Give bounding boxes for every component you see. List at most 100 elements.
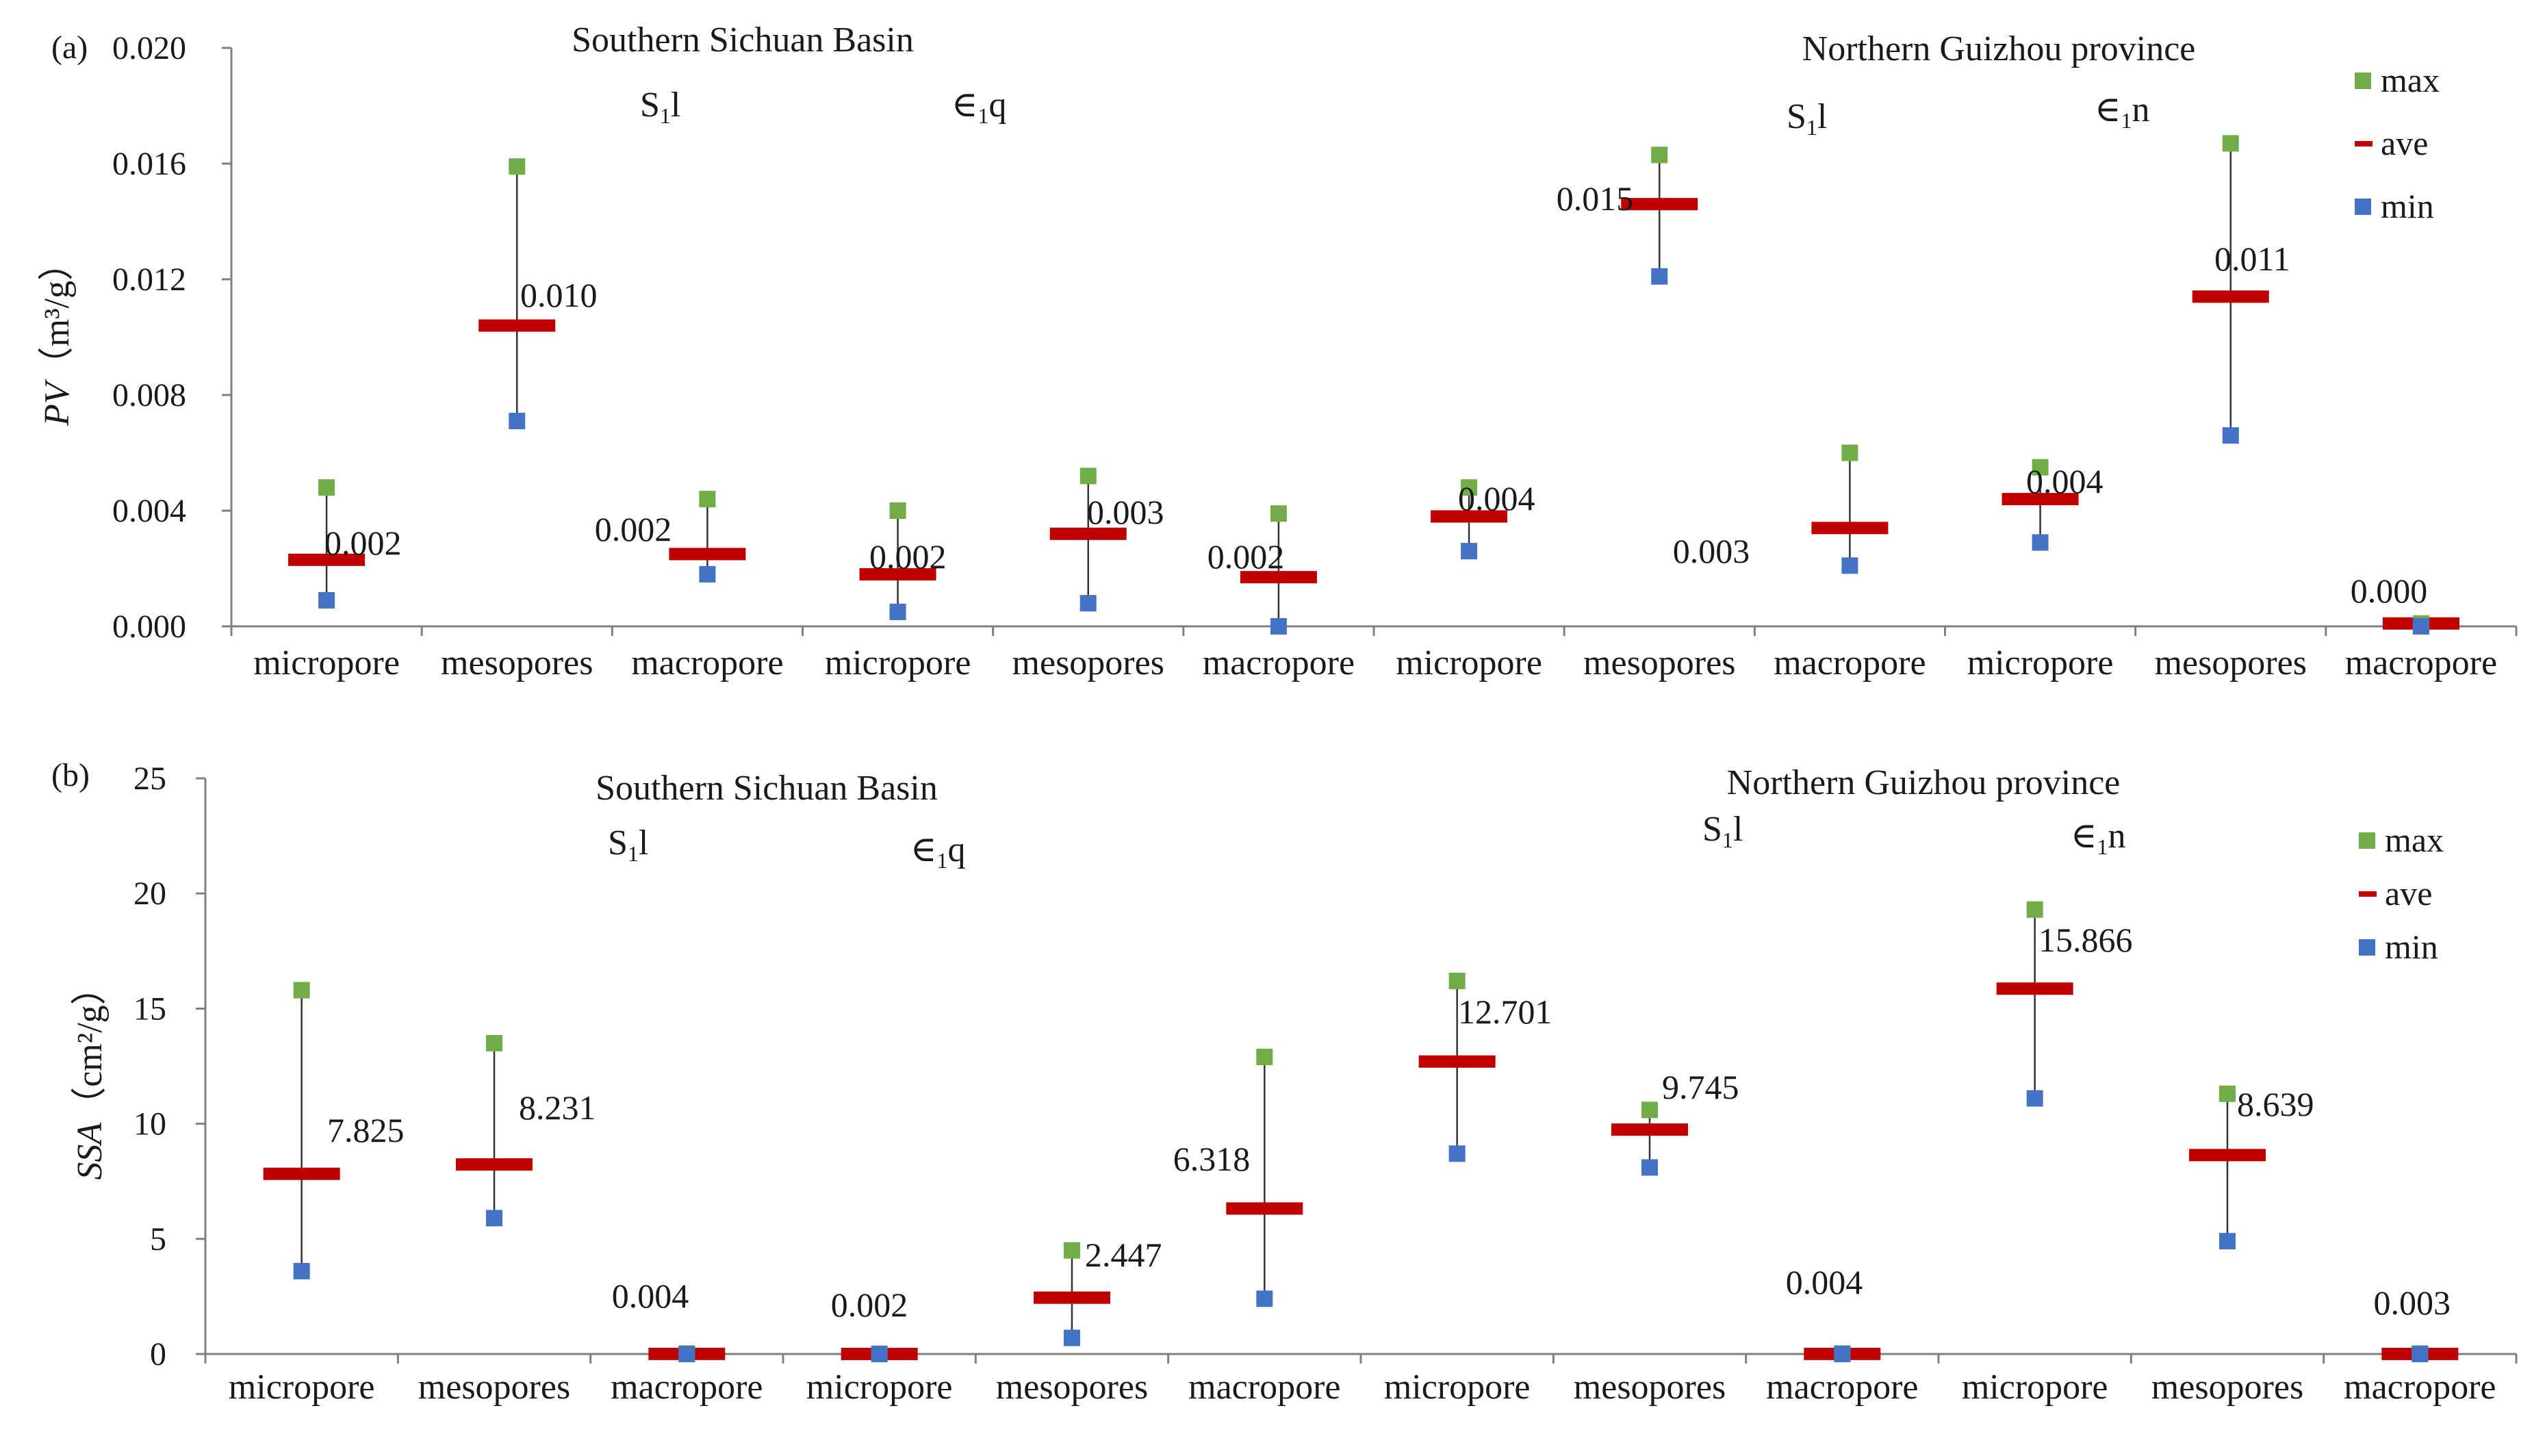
y-tick-label: 10 <box>133 1106 166 1142</box>
min-marker <box>1448 1145 1466 1162</box>
max-marker <box>1270 505 1287 522</box>
panel-label: (a) <box>51 29 88 66</box>
formation-subscript: 1 <box>2121 108 2132 133</box>
legend-max-swatch <box>2355 73 2371 89</box>
data-label: 8.639 <box>2237 1085 2314 1123</box>
max-marker <box>1641 1101 1658 1119</box>
min-marker <box>1834 1346 1851 1362</box>
max-marker <box>889 502 906 519</box>
min-marker <box>486 1210 502 1227</box>
y-axis-title-variable: SSA <box>71 1123 110 1180</box>
legend-max-swatch <box>2359 832 2375 849</box>
data-label: 15.866 <box>2038 921 2133 959</box>
y-tick-label: 15 <box>133 991 166 1027</box>
legend-min-swatch <box>2359 939 2375 956</box>
data-label: 0.002 <box>1207 537 1285 576</box>
chart-panel-b: 0 5 10 15 20 25 micropore mesopores macropore mic… <box>51 757 2518 1407</box>
data-label: 9.745 <box>1662 1068 1739 1106</box>
max-marker <box>699 491 716 508</box>
formation-subscript: 1 <box>978 103 989 128</box>
x-category-label: micropore <box>825 643 971 682</box>
data-label: 0.004 <box>2026 462 2103 500</box>
ave-marker <box>859 567 936 580</box>
y-tick-label: 0.008 <box>112 377 186 413</box>
max-marker <box>2032 459 2049 476</box>
min-marker <box>699 565 716 583</box>
ave-marker <box>1240 571 1317 584</box>
min-marker <box>2219 1233 2236 1250</box>
data-label: 0.004 <box>1786 1263 1863 1301</box>
formation-suffix: n <box>2132 90 2150 129</box>
formation-suffix: l <box>639 823 648 863</box>
data-label: 0.010 <box>520 276 598 314</box>
legend-max-label: max <box>2385 821 2444 859</box>
x-category-label: macropore <box>631 643 783 682</box>
y-tick-label: 5 <box>150 1221 166 1257</box>
data-label: 2.447 <box>1085 1236 1162 1274</box>
y-axis-title: PV（m³/g） <box>38 245 77 426</box>
ave-marker <box>288 553 366 566</box>
min-marker <box>1256 1290 1273 1307</box>
y-axis-title: SSA（cm²/g） <box>71 969 110 1179</box>
formation-symbol: S <box>640 86 660 125</box>
formation-subscript: 1 <box>2097 834 2108 859</box>
x-category-label: micropore <box>1396 643 1542 682</box>
ave-marker <box>1049 527 1127 540</box>
ave-marker <box>1034 1291 1110 1304</box>
ave-marker <box>2002 493 2079 506</box>
legend-ave-swatch <box>2359 891 2377 897</box>
x-category-label: mesopores <box>2155 643 2307 682</box>
ave-marker <box>456 1158 533 1171</box>
max-marker <box>2026 901 2043 918</box>
data-label: 0.003 <box>1673 532 1750 570</box>
x-category-label: micropore <box>1962 1368 2108 1407</box>
data-label: 0.004 <box>1458 479 1535 518</box>
x-category-label: mesopores <box>418 1368 570 1407</box>
panel-label: (b) <box>51 757 90 793</box>
data-label: 0.000 <box>2351 572 2428 610</box>
ave-marker <box>1226 1202 1303 1215</box>
formation-symbol: ∈ <box>951 86 978 125</box>
legend-ave-label: ave <box>2381 124 2428 162</box>
data-label: 0.011 <box>2214 240 2290 278</box>
max-marker <box>486 1034 502 1051</box>
formation-label: S1l <box>608 823 648 866</box>
min-marker <box>2412 618 2429 635</box>
formation-suffix: l <box>671 86 680 125</box>
x-category-label: macropore <box>611 1368 763 1407</box>
formation-label: S1l <box>640 86 680 128</box>
formation-symbol: S <box>1702 810 1722 849</box>
ave-marker <box>1431 510 1508 523</box>
x-category-label: mesopores <box>441 643 593 682</box>
formation-symbol: ∈ <box>910 830 937 869</box>
min-marker <box>889 603 906 620</box>
y-axis-title-unit: （m³/g） <box>38 245 77 383</box>
y-tick-label: 0.016 <box>112 146 186 182</box>
formation-subscript: 1 <box>628 841 639 866</box>
min-marker <box>318 591 335 609</box>
y-tick-label: 0.020 <box>112 30 186 66</box>
x-category-label: macropore <box>1203 643 1355 682</box>
formation-suffix: q <box>989 86 1007 125</box>
legend-ave-label: ave <box>2385 874 2432 912</box>
y-tick-label: 0.004 <box>112 493 186 529</box>
x-category-label: mesopores <box>996 1368 1148 1407</box>
ave-marker <box>1811 522 1889 535</box>
x-category-label: micropore <box>253 643 400 682</box>
max-marker <box>2222 135 2239 152</box>
ave-marker <box>669 548 746 561</box>
data-label: 12.701 <box>1458 993 1552 1031</box>
max-marker <box>2219 1085 2236 1102</box>
formation-symbol: ∈ <box>2095 90 2121 129</box>
x-category-label: micropore <box>806 1368 953 1407</box>
min-marker <box>1461 543 1478 560</box>
x-category-label: macropore <box>1774 643 1926 682</box>
x-category-label: mesopores <box>1574 1368 1726 1407</box>
formation-label: S1l <box>1787 97 1827 140</box>
x-category-label: macropore <box>2345 643 2497 682</box>
data-label: 7.825 <box>327 1111 405 1149</box>
x-category-label: macropore <box>2344 1368 2496 1407</box>
x-category-label: mesopores <box>2151 1368 2303 1407</box>
max-marker <box>1461 479 1478 496</box>
